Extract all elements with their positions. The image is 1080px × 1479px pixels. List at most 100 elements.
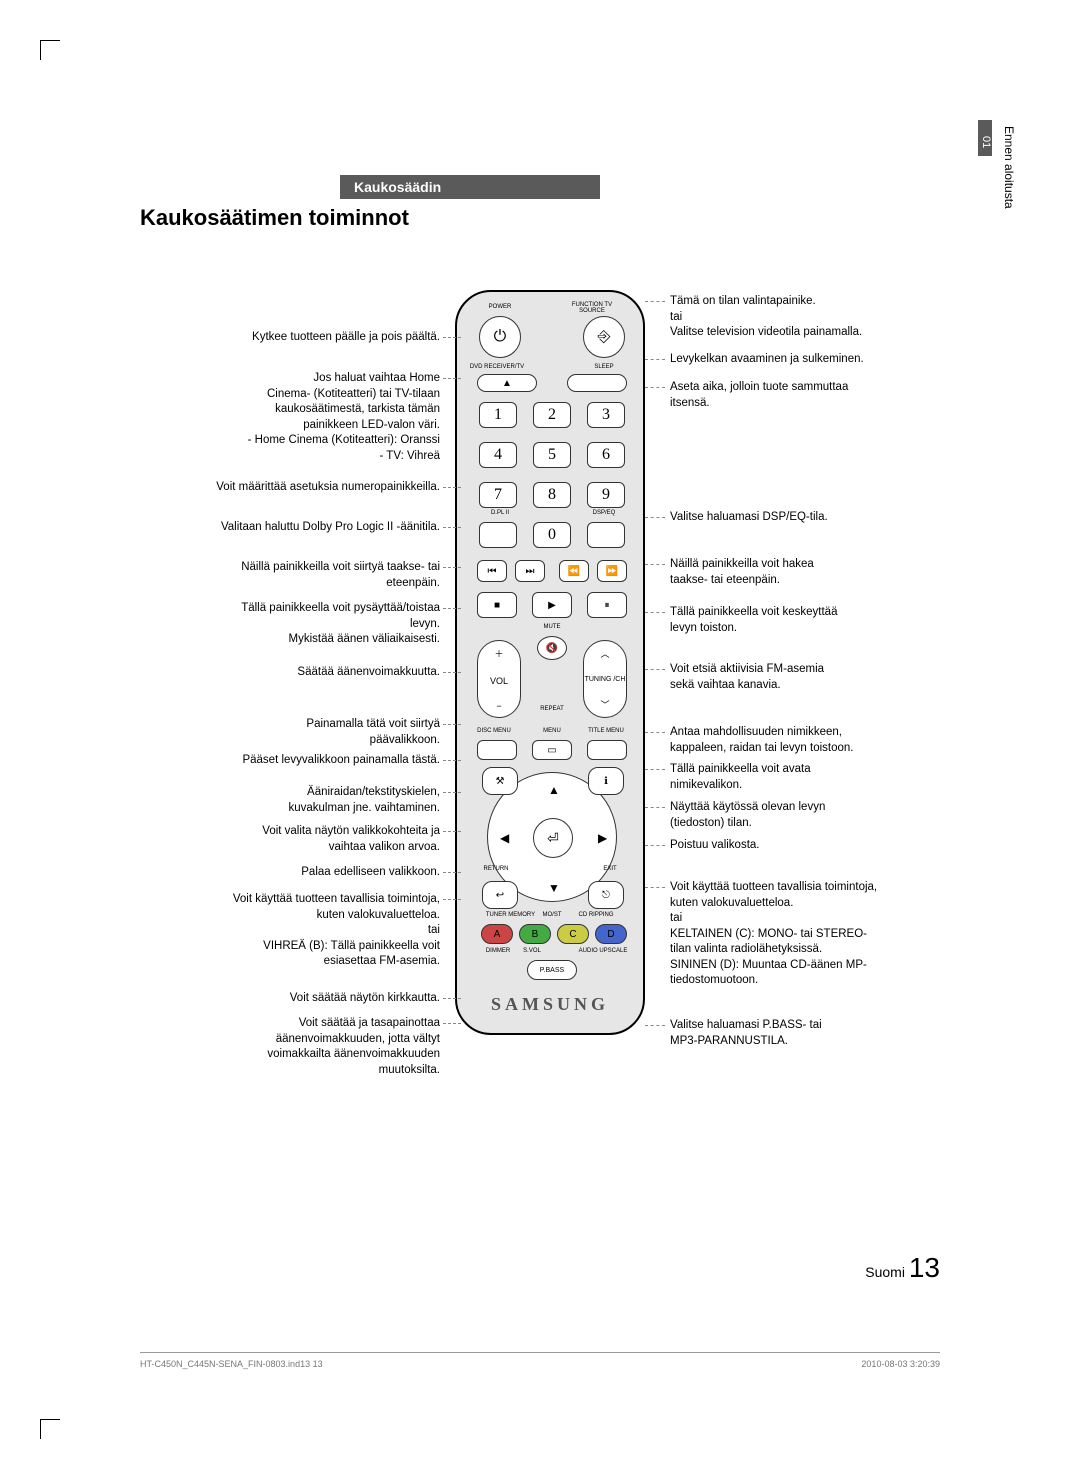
right-callout-1: Levykelkan avaaminen ja sulkeminen.: [670, 352, 950, 368]
right-callout-5: Tällä painikkeella voit keskeyttää levyn…: [670, 605, 950, 636]
play-button[interactable]: ▶: [532, 592, 572, 618]
left-callout-5: Tällä painikkeella voit pysäyttää/toista…: [140, 601, 440, 648]
eject-button[interactable]: ▲: [477, 374, 537, 392]
label-power: POWER: [475, 304, 525, 310]
label-tuning: TUNING /CH: [584, 676, 626, 683]
rewind-button[interactable]: ⏪: [559, 560, 589, 582]
page-title: Kaukosäätimen toiminnot: [140, 205, 409, 231]
footer-left: HT-C450N_C445N-SENA_FIN-0803.ind13 13: [140, 1359, 323, 1369]
label-mute: MUTE: [527, 624, 577, 630]
brand-logo: SAMSUNG: [457, 994, 643, 1015]
label-moist: MO/ST: [537, 912, 567, 918]
label-svol: S.VOL: [517, 948, 547, 954]
next-button[interactable]: ⏭: [515, 560, 545, 582]
label-function: FUNCTION TV SOURCE: [567, 302, 617, 314]
num-4[interactable]: 4: [479, 442, 517, 468]
right-callout-8: Tällä painikkeella voit avata nimikevali…: [670, 762, 950, 793]
label-titlemenu: TITLE MENU: [581, 728, 631, 734]
footer-right: 2010-08-03 3:20:39: [861, 1359, 940, 1369]
label-vol: VOL: [478, 676, 520, 686]
label-repeat: REPEAT: [527, 706, 577, 712]
left-callout-4: Näillä painikkeilla voit siirtyä taakse-…: [140, 560, 440, 591]
right-callout-0: Tämä on tilan valintapainike. tai Valits…: [670, 294, 950, 341]
left-callout-13: Voit säätää näytön kirkkautta.: [140, 991, 440, 1007]
left-arrow[interactable]: ◀: [500, 831, 509, 845]
volume-rocker[interactable]: ＋ VOL −: [477, 640, 521, 718]
label-sleep: SLEEP: [579, 364, 629, 370]
page-number: Suomi 13: [865, 1252, 940, 1284]
label-dimmer: DIMMER: [473, 948, 523, 954]
color-a[interactable]: A: [481, 924, 513, 944]
right-arrow[interactable]: ▶: [598, 831, 607, 845]
menu-button[interactable]: ▭: [532, 740, 572, 760]
num-5[interactable]: 5: [533, 442, 571, 468]
left-callout-8: Pääset levyvalikkoon painamalla tästä.: [140, 753, 440, 769]
left-callout-0: Kytkee tuotteen päälle ja pois päältä.: [140, 330, 440, 346]
right-callout-9: Näyttää käytössä olevan levyn (tiedoston…: [670, 800, 950, 831]
left-callout-2: Voit määrittää asetuksia numeropainikkei…: [140, 480, 440, 496]
label-dvdtv: DVD RECEIVER/TV: [467, 364, 527, 370]
stop-button[interactable]: ■: [477, 592, 517, 618]
right-callout-2: Aseta aika, jolloin tuote sammuttaa itse…: [670, 380, 950, 411]
num-3[interactable]: 3: [587, 402, 625, 428]
mute-button[interactable]: 🔇: [537, 636, 567, 660]
right-callout-11: Voit käyttää tuotteen tavallisia toimint…: [670, 880, 950, 989]
dpad[interactable]: ⚒ ℹ ↩ ⎋ ⏎ ▲ ▼ ◀ ▶: [487, 772, 617, 902]
right-callout-3: Valitse haluamasi DSP/EQ-tila.: [670, 510, 950, 526]
section-number-tab: 01: [978, 120, 992, 156]
color-c[interactable]: C: [557, 924, 589, 944]
section-header: Kaukosäädin: [340, 175, 600, 199]
enter-button[interactable]: ⏎: [533, 818, 573, 858]
left-callout-1: Jos haluat vaihtaa Home Cinema- (Kotitea…: [140, 371, 440, 464]
sleep-button[interactable]: [567, 374, 627, 392]
left-callout-14: Voit säätää ja tasapainottaa äänenvoimak…: [140, 1016, 440, 1078]
left-callout-7: Painamalla tätä voit siirtyä päävalikkoo…: [140, 717, 440, 748]
left-callout-6: Säätää äänenvoimakkuutta.: [140, 665, 440, 681]
info-button[interactable]: ℹ: [588, 767, 624, 795]
prev-button[interactable]: ⏮: [477, 560, 507, 582]
num-7[interactable]: 7: [479, 482, 517, 508]
dpl-button[interactable]: [479, 522, 517, 548]
label-tunermem: TUNER MEMORY: [483, 912, 538, 918]
pbass-button[interactable]: P.BASS: [527, 960, 577, 980]
right-callout-4: Näillä painikkeilla voit hakea taakse- t…: [670, 557, 950, 588]
color-b[interactable]: B: [519, 924, 551, 944]
function-button[interactable]: ⎆: [583, 316, 625, 358]
titlemenu-button[interactable]: [587, 740, 627, 760]
left-callout-12: Voit käyttää tuotteen tavallisia toimint…: [140, 892, 440, 970]
label-menu: MENU: [527, 728, 577, 734]
right-callout-7: Antaa mahdollisuuden nimikkeen, kappalee…: [670, 725, 950, 756]
forward-button[interactable]: ⏩: [597, 560, 627, 582]
footer: HT-C450N_C445N-SENA_FIN-0803.ind13 13 20…: [140, 1352, 940, 1369]
left-callout-11: Palaa edelliseen valikkoon.: [140, 865, 440, 881]
num-2[interactable]: 2: [533, 402, 571, 428]
tools-button[interactable]: ⚒: [482, 767, 518, 795]
discmenu-button[interactable]: [477, 740, 517, 760]
label-return: RETURN: [471, 866, 521, 872]
label-audioup: AUDIO UPSCALE: [575, 948, 631, 954]
exit-button[interactable]: ⎋: [588, 881, 624, 909]
num-8[interactable]: 8: [533, 482, 571, 508]
power-button[interactable]: ⏻: [479, 316, 521, 358]
right-callout-12: Valitse haluamasi P.BASS- tai MP3-PARANN…: [670, 1018, 950, 1049]
label-cdrip: CD RIPPING: [571, 912, 621, 918]
up-arrow[interactable]: ▲: [548, 783, 560, 797]
num-6[interactable]: 6: [587, 442, 625, 468]
dspeq-button[interactable]: [587, 522, 625, 548]
left-callout-3: Valitaan haluttu Dolby Pro Logic II -ään…: [140, 520, 440, 536]
pause-button[interactable]: ⏸: [587, 592, 627, 618]
down-arrow[interactable]: ▼: [548, 881, 560, 895]
num-9[interactable]: 9: [587, 482, 625, 508]
label-dpl: D.PL II: [475, 510, 525, 516]
channel-rocker[interactable]: ︿ TUNING /CH ﹀: [583, 640, 627, 718]
num-1[interactable]: 1: [479, 402, 517, 428]
right-callout-6: Voit etsiä aktiivisia FM-asemia sekä vai…: [670, 662, 950, 693]
label-dspeq: DSP/EQ: [579, 510, 629, 516]
return-button[interactable]: ↩: [482, 881, 518, 909]
label-discmenu: DISC MENU: [469, 728, 519, 734]
section-title-tab: Ennen aloitusta: [992, 120, 1020, 215]
num-0[interactable]: 0: [533, 522, 571, 548]
right-callout-10: Poistuu valikosta.: [670, 838, 950, 854]
remote-control-diagram: POWER FUNCTION TV SOURCE ⏻ ⎆ DVD RECEIVE…: [455, 290, 645, 1035]
color-d[interactable]: D: [595, 924, 627, 944]
